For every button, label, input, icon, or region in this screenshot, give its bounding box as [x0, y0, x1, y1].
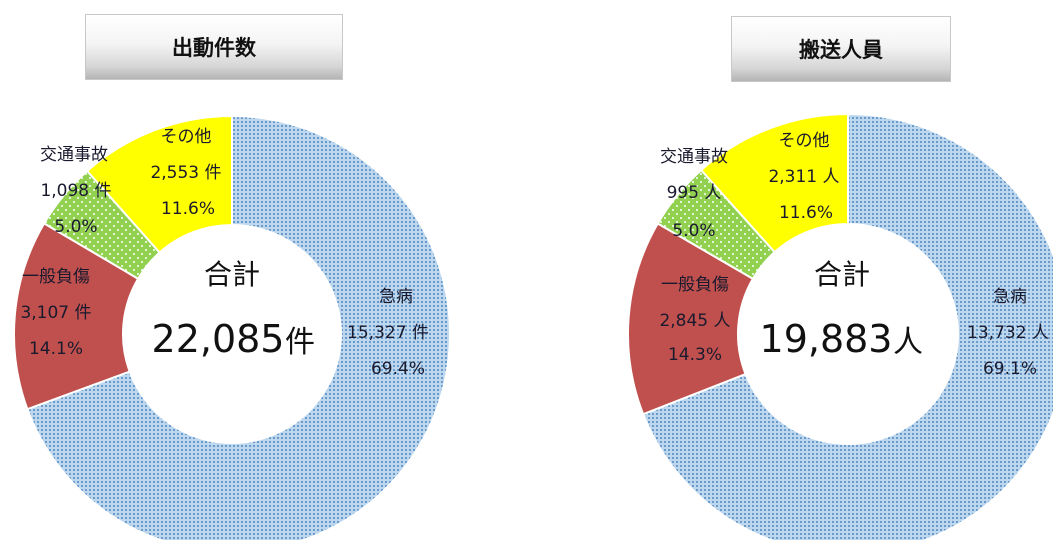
slice-label-name: 急病	[379, 287, 413, 307]
slice-label-percent: 11.6%	[779, 203, 833, 223]
slice-label-percent: 14.3%	[668, 345, 722, 365]
slice-sonota	[699, 112, 849, 254]
slice-label-value: 995 人	[667, 183, 722, 203]
slice-label-value: 2,845 人	[659, 311, 730, 331]
total-value: 19,883	[760, 317, 893, 361]
slice-kyubyo	[641, 112, 1053, 540]
chart-title: 出動件数	[85, 14, 343, 80]
slice-label-name: 交通事故	[40, 145, 108, 165]
slice-label-value: 2,311 人	[768, 167, 839, 187]
slice-label-name: 一般負傷	[22, 267, 90, 287]
slice-label-name: 一般負傷	[661, 275, 729, 295]
slice-label-name: 交通事故	[660, 147, 728, 167]
chart-title: 搬送人員	[731, 16, 951, 82]
donut-chart-transported: 急病 13,732 人 69.1% 一般負傷 2,845 人 14.3% 交通事故 995 人…	[627, 112, 1053, 540]
donut-chart-dispatches: 急病 15,327 件 69.4% 一般負傷 3,107 件 14.1% 交通事故 1,098…	[13, 114, 451, 540]
slice-kyubyo	[26, 114, 451, 540]
slice-sonota	[85, 114, 233, 254]
slice-label-percent: 5.0%	[672, 221, 715, 241]
slice-label-value: 1,098 件	[40, 181, 111, 201]
slice-label-percent: 69.4%	[371, 359, 425, 379]
chart-panel-dispatches: 出動件数 急病 15,327 件 69.4% 一般負傷 3,107 件 14.1% 交通事故…	[0, 0, 526, 540]
slice-label-name: その他	[779, 131, 830, 151]
slice-label-name: 急病	[993, 287, 1027, 307]
total-label: 合計	[814, 258, 870, 291]
slice-label-value: 2,553 件	[150, 163, 221, 183]
total-value: 22,085	[152, 317, 285, 361]
slice-label-percent: 69.1%	[983, 359, 1037, 379]
chart-panel-transported: 搬送人員 急病 13,732 人 69.1% 一般負傷 2,845 人 14.3% 交通事故…	[527, 0, 1053, 540]
total-label: 合計	[204, 258, 260, 291]
slice-label-percent: 5.0%	[54, 217, 97, 237]
slice-label-value: 3,107 件	[20, 303, 91, 323]
slice-label-value: 13,732 人	[967, 323, 1049, 343]
slice-label-name: その他	[161, 127, 212, 147]
slice-ippan-fusho	[627, 222, 755, 416]
total-unit: 人	[893, 325, 923, 360]
slice-label-value: 15,327 件	[347, 323, 429, 343]
total-unit: 件	[285, 325, 315, 360]
slice-label-percent: 11.6%	[161, 199, 215, 219]
slice-label-percent: 14.1%	[29, 339, 83, 359]
